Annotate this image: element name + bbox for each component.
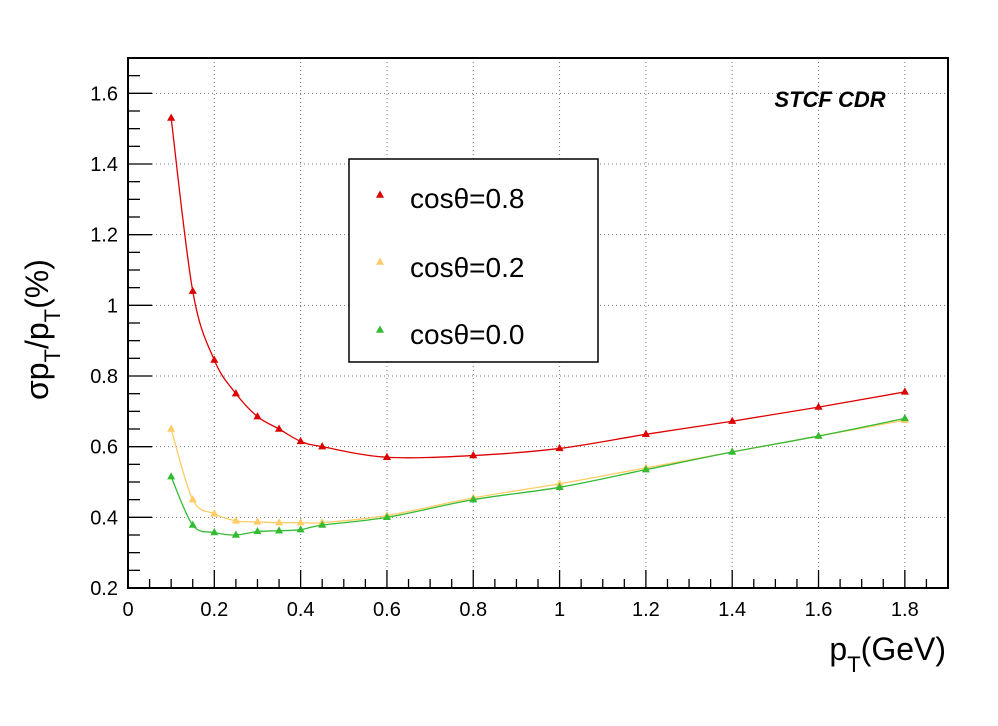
data-point-0: [641, 429, 650, 437]
y-tick-label: 0.4: [90, 507, 118, 529]
data-point-2: [469, 495, 478, 503]
data-point-2: [318, 520, 327, 528]
data-point-1: [188, 495, 197, 503]
x-tick-label: 1: [554, 599, 565, 621]
y-tick-label: 1.2: [90, 225, 118, 247]
y-tick-label: 1.6: [90, 83, 118, 105]
y-tick-label: 1.4: [90, 154, 118, 176]
y-tick-label: 0.8: [90, 366, 118, 388]
data-point-0: [814, 402, 823, 410]
data-point-2: [814, 431, 823, 439]
x-tick-label: 1.4: [718, 599, 746, 621]
x-tick-label: 0.2: [200, 599, 228, 621]
data-point-0: [275, 424, 284, 432]
data-point-2: [167, 472, 176, 480]
data-point-2: [253, 526, 262, 535]
data-point-1: [275, 518, 284, 526]
data-point-1: [296, 518, 305, 526]
legend-label-2: cosθ=0.0: [410, 319, 524, 350]
x-tick-label: 1.2: [632, 599, 660, 621]
x-tick-label: 1.6: [805, 599, 833, 621]
legend-label-1: cosθ=0.2: [410, 252, 524, 283]
legend-marker-1: [375, 257, 385, 265]
data-point-2: [231, 530, 240, 538]
data-point-2: [900, 413, 909, 422]
data-point-0: [900, 387, 909, 395]
legend: cosθ=0.8 cosθ=0.2 cosθ=0.0: [348, 158, 599, 363]
data-point-0: [469, 451, 478, 459]
data-point-2: [296, 525, 305, 533]
x-tick-label: 0.8: [459, 599, 487, 621]
data-point-0: [555, 443, 564, 452]
x-tick-label: 0.6: [373, 599, 401, 621]
data-point-2: [382, 512, 391, 521]
x-axis-title: pT(GeV): [829, 631, 946, 677]
data-point-0: [231, 389, 240, 397]
series-1: [167, 415, 909, 526]
series-line-1: [170, 419, 905, 524]
data-point-0: [188, 286, 197, 294]
legend-marker-2: [375, 325, 385, 333]
data-point-0: [167, 113, 176, 121]
annotation-label: STCF CDR: [774, 87, 885, 112]
data-point-0: [296, 436, 305, 445]
data-point-0: [728, 416, 737, 424]
y-tick-label: 0.2: [90, 578, 118, 600]
axis-ticks: [127, 57, 949, 589]
data-point-0: [253, 412, 262, 420]
data-point-1: [231, 516, 240, 524]
x-tick-label: 1.8: [891, 599, 919, 621]
legend-box: [348, 158, 599, 363]
series-group: [167, 113, 909, 538]
legend-marker-0: [375, 190, 385, 198]
series-line-2: [170, 417, 905, 536]
data-point-1: [210, 509, 219, 517]
data-point-1: [253, 517, 262, 525]
series-2: [167, 413, 909, 538]
series-0: [167, 113, 909, 460]
data-point-2: [728, 447, 737, 455]
data-point-0: [318, 442, 327, 450]
tick-labels: 0 0.2 0.4 0.6 0.8 1 1.2 1.4 1.6 1.80.20.40.60.811…: [90, 83, 919, 621]
x-tick-label: 0.4: [287, 599, 315, 621]
data-point-2: [555, 482, 564, 490]
data-point-2: [275, 526, 284, 534]
data-point-2: [641, 465, 650, 473]
data-point-0: [210, 355, 219, 363]
y-axis-title: σpT/pT(%): [19, 259, 65, 400]
data-point-0: [382, 452, 391, 460]
data-point-1: [167, 424, 176, 432]
y-tick-label: 0.6: [90, 437, 118, 459]
y-tick-label: 1: [107, 295, 118, 317]
x-tick-label: 0: [122, 599, 133, 621]
data-point-2: [210, 528, 219, 536]
data-point-2: [188, 520, 197, 528]
legend-label-0: cosθ=0.8: [410, 183, 524, 214]
